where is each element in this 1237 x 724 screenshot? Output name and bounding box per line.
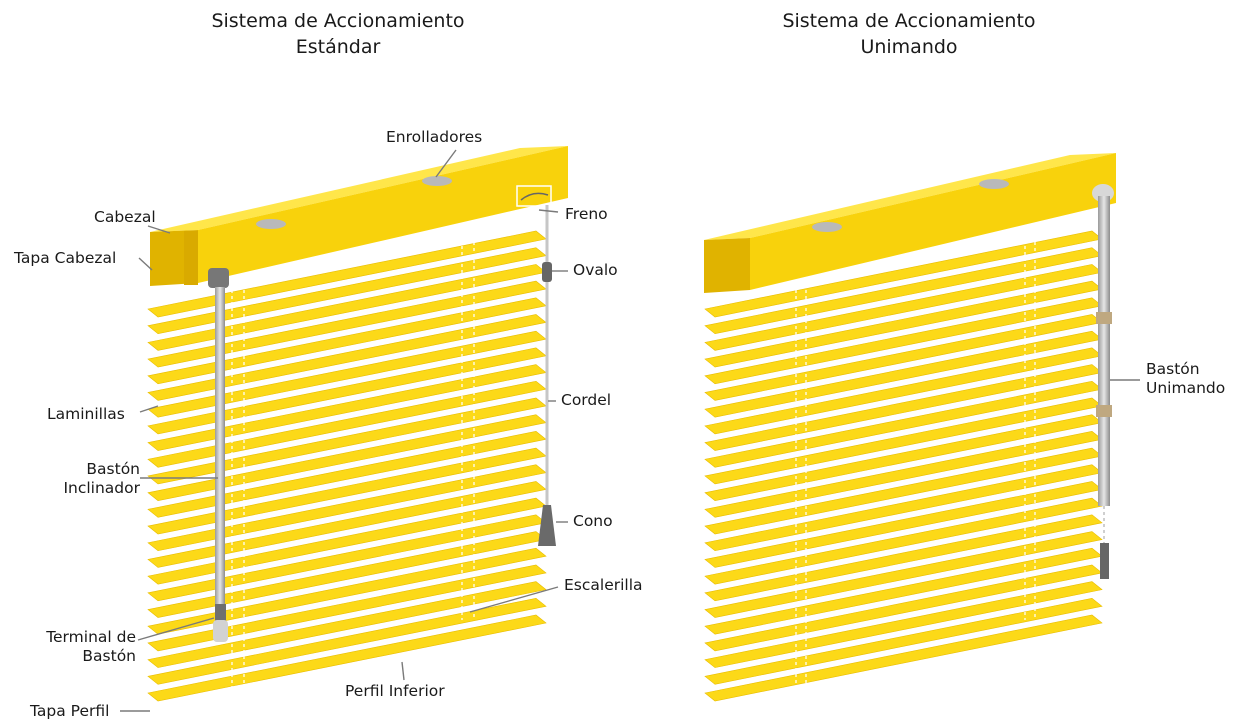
label-terminal-baston-line2: Bastón xyxy=(82,647,136,665)
left-slat xyxy=(147,581,547,668)
roller-r1 xyxy=(812,222,842,232)
label-baston-unimando-line1: Bastón xyxy=(1146,360,1200,378)
title-unimando-line1: Sistema de Accionamiento xyxy=(782,10,1036,32)
left-slat xyxy=(147,564,547,652)
left-blind xyxy=(147,146,568,702)
brake-box xyxy=(516,185,552,207)
leader-lines xyxy=(120,149,1140,712)
label-baston-unimando-line2: Unimando xyxy=(1146,379,1226,397)
cord-cone xyxy=(538,505,556,546)
right-ladder-strings xyxy=(795,218,1036,690)
label-terminal-baston: Terminal de Bastón xyxy=(16,628,136,666)
left-slat xyxy=(147,597,547,685)
right-blind xyxy=(704,153,1116,702)
tilt-wand xyxy=(208,268,229,642)
head-cap-left xyxy=(184,231,198,285)
right-slat xyxy=(704,497,1103,585)
label-enrolladores: Enrolladores xyxy=(386,128,483,146)
right-slat xyxy=(704,531,1103,618)
label-cabezal: Cabezal xyxy=(94,208,156,226)
lift-cord xyxy=(538,205,556,546)
left-headrail xyxy=(150,146,568,286)
title-estandar: Sistema de Accionamiento Estándar xyxy=(188,8,488,60)
label-baston-inclinador-line2: Inclinador xyxy=(63,479,140,497)
label-baston-inclinador: Bastón Inclinador xyxy=(60,460,140,498)
label-cono: Cono xyxy=(573,512,613,530)
left-slat xyxy=(147,614,547,702)
label-perfil-inferior: Perfil Inferior xyxy=(345,682,445,700)
oval-piece xyxy=(542,262,552,282)
roller-1 xyxy=(256,219,286,229)
label-cordel: Cordel xyxy=(561,391,612,409)
title-estandar-line2: Estándar xyxy=(295,36,381,58)
right-slat xyxy=(704,581,1103,668)
label-ovalo: Ovalo xyxy=(573,261,618,279)
label-terminal-baston-line1: Terminal de xyxy=(46,628,136,646)
right-slats xyxy=(704,230,1103,702)
label-laminillas: Laminillas xyxy=(47,405,125,423)
right-headrail xyxy=(704,153,1116,293)
title-unimando-line2: Unimando xyxy=(860,36,958,58)
label-freno: Freno xyxy=(565,205,608,223)
label-baston-inclinador-line1: Bastón xyxy=(86,460,140,478)
roller-2 xyxy=(422,176,452,186)
label-escalerilla: Escalerilla xyxy=(564,576,643,594)
left-ladder-strings xyxy=(231,218,475,690)
title-estandar-line1: Sistema de Accionamiento xyxy=(211,10,465,32)
label-tapa-perfil: Tapa Perfil xyxy=(30,702,110,720)
label-baston-unimando: Bastón Unimando xyxy=(1146,360,1225,398)
title-unimando: Sistema de Accionamiento Unimando xyxy=(759,8,1059,60)
right-slat xyxy=(704,614,1103,702)
wand-tip xyxy=(213,620,228,642)
right-slat xyxy=(704,597,1103,685)
label-tapa-cabezal: Tapa Cabezal xyxy=(14,249,117,267)
unimando-wand xyxy=(1092,184,1114,579)
roller-r2 xyxy=(979,179,1009,189)
wand-terminal xyxy=(215,604,226,622)
left-slat xyxy=(147,547,547,635)
right-slat xyxy=(704,514,1103,602)
left-slats xyxy=(147,230,547,702)
